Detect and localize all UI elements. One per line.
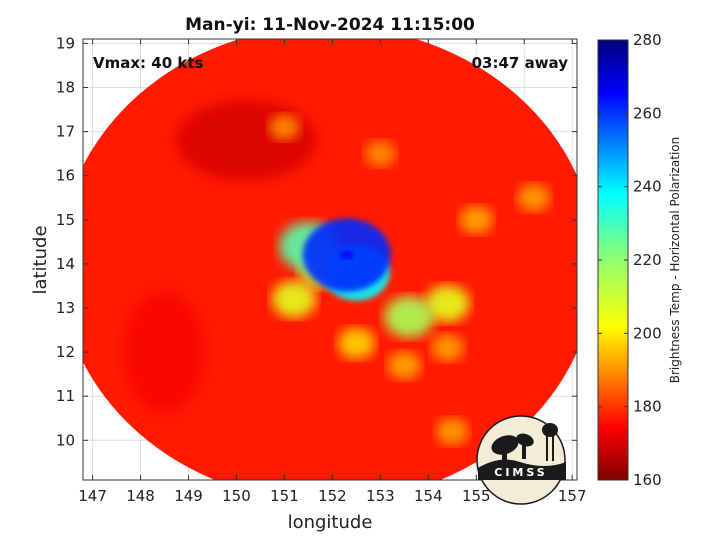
y-tick-label: 15 [56,211,75,229]
x-tick-label: 154 [414,487,443,505]
y-tick-label: 13 [56,299,75,317]
y-tick-label: 18 [56,79,75,97]
y-tick-label: 17 [56,123,75,141]
y-tick-label: 14 [56,255,75,273]
colorbar-tick-label: 240 [633,178,662,196]
cold-background-region [124,292,205,413]
x-tick-label: 152 [318,487,347,505]
y-tick-label: 12 [56,343,75,361]
cold-core [339,251,354,260]
colorbar-tick-label: 200 [633,324,662,342]
x-tick-label: 149 [174,487,203,505]
brightness-feature [383,295,435,338]
chart-title: Man-yi: 11-Nov-2024 11:15:00 [185,15,475,35]
cimss-logo: CIMSS [476,415,566,505]
y-tick-label: 10 [56,431,75,449]
colorbar-label: Brightness Temp - Horizontal Polarizatio… [668,137,682,384]
brightness-feature [268,114,300,141]
y-tick-label: 19 [56,34,75,52]
cold-background-region [176,100,317,181]
brightness-feature [364,140,396,167]
brightness-temperature-field [83,39,577,480]
colorbar-tick-label: 280 [633,31,662,49]
x-tick-label: 148 [126,487,155,505]
brightness-feature [425,285,470,323]
y-axis-ticks: 10 11 12 13 14 15 16 17 18 19 [56,34,577,449]
colorbar-ticks: 160 180 200 220 240 260 280 [598,31,662,489]
x-tick-label: 150 [222,487,251,505]
brightness-feature [459,205,494,234]
x-tick-label: 147 [78,487,107,505]
colorbar-tick-label: 180 [633,398,662,416]
brightness-feature [387,351,422,380]
colorbar-tick-label: 220 [633,251,662,269]
x-tick-label: 151 [270,487,299,505]
brightness-feature [435,417,469,446]
brightness-feature [271,280,317,318]
colorbar-tick-label: 260 [633,104,662,122]
y-axis-label: latitude [30,225,51,294]
vmax-annotation: Vmax: 40 kts [93,54,203,72]
x-tick-label: 153 [366,487,395,505]
y-tick-label: 16 [56,167,75,185]
brightness-feature [337,327,376,359]
x-axis-label: longitude [288,512,373,533]
time-away-annotation: 03:47 away [472,54,569,72]
plot-frame [82,38,578,481]
brightness-feature [517,184,551,212]
brightness-feature [431,334,464,362]
x-tick-label: 155 [462,487,491,505]
colorbar [597,39,629,481]
cimss-logo-text: CIMSS [494,466,547,479]
colorbar-tick-label: 160 [633,471,662,489]
x-tick-label: 157 [558,487,587,505]
y-tick-label: 11 [56,387,75,405]
